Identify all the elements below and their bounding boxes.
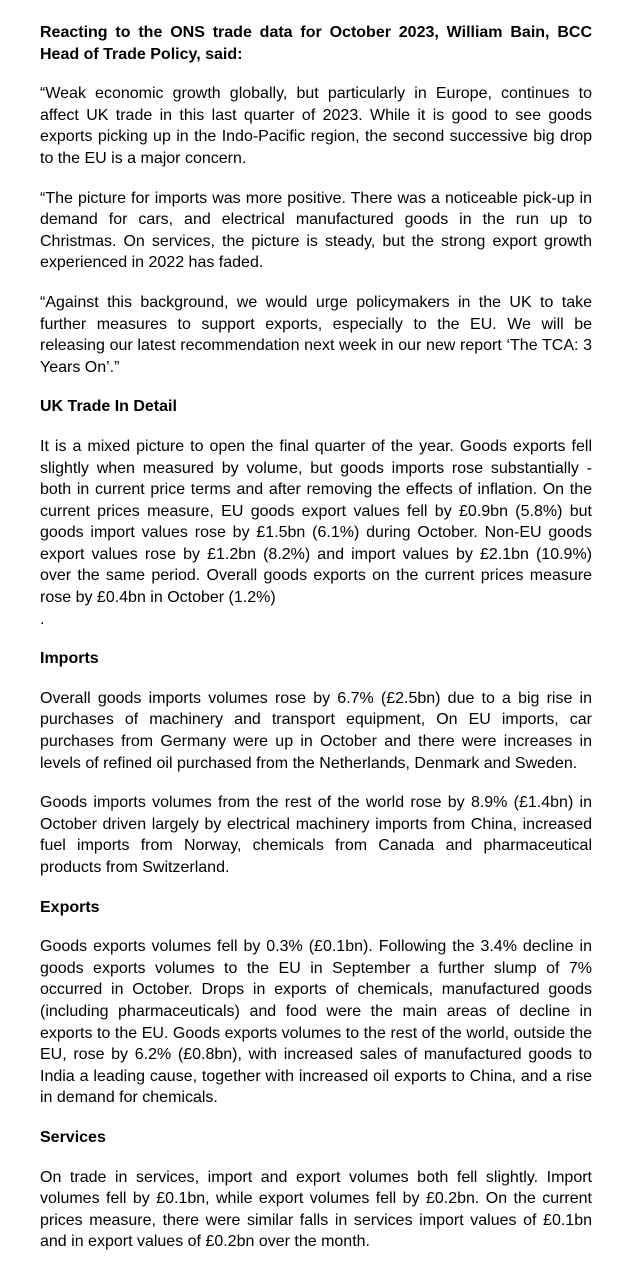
section-heading-imports: Imports (40, 648, 592, 670)
detail-paragraph-1: It is a mixed picture to open the final … (40, 436, 592, 609)
quote-paragraph-2: “The picture for imports was more positi… (40, 188, 592, 274)
section-heading-exports: Exports (40, 897, 592, 919)
imports-paragraph-1: Overall goods imports volumes rose by 6.… (40, 688, 592, 774)
exports-paragraph-1: Goods exports volumes fell by 0.3% (£0.1… (40, 936, 592, 1109)
services-paragraph-1: On trade in services, import and export … (40, 1167, 592, 1253)
intro-paragraph: Reacting to the ONS trade data for Octob… (40, 22, 592, 65)
document-page: Reacting to the ONS trade data for Octob… (0, 0, 632, 1277)
quote-paragraph-1: “Weak economic growth globally, but part… (40, 83, 592, 169)
quote-paragraph-3: “Against this background, we would urge … (40, 292, 592, 378)
section-heading-detail: UK Trade In Detail (40, 396, 592, 418)
section-heading-services: Services (40, 1127, 592, 1149)
imports-paragraph-2: Goods imports volumes from the rest of t… (40, 792, 592, 878)
detail-paragraph-2: . (40, 609, 592, 631)
